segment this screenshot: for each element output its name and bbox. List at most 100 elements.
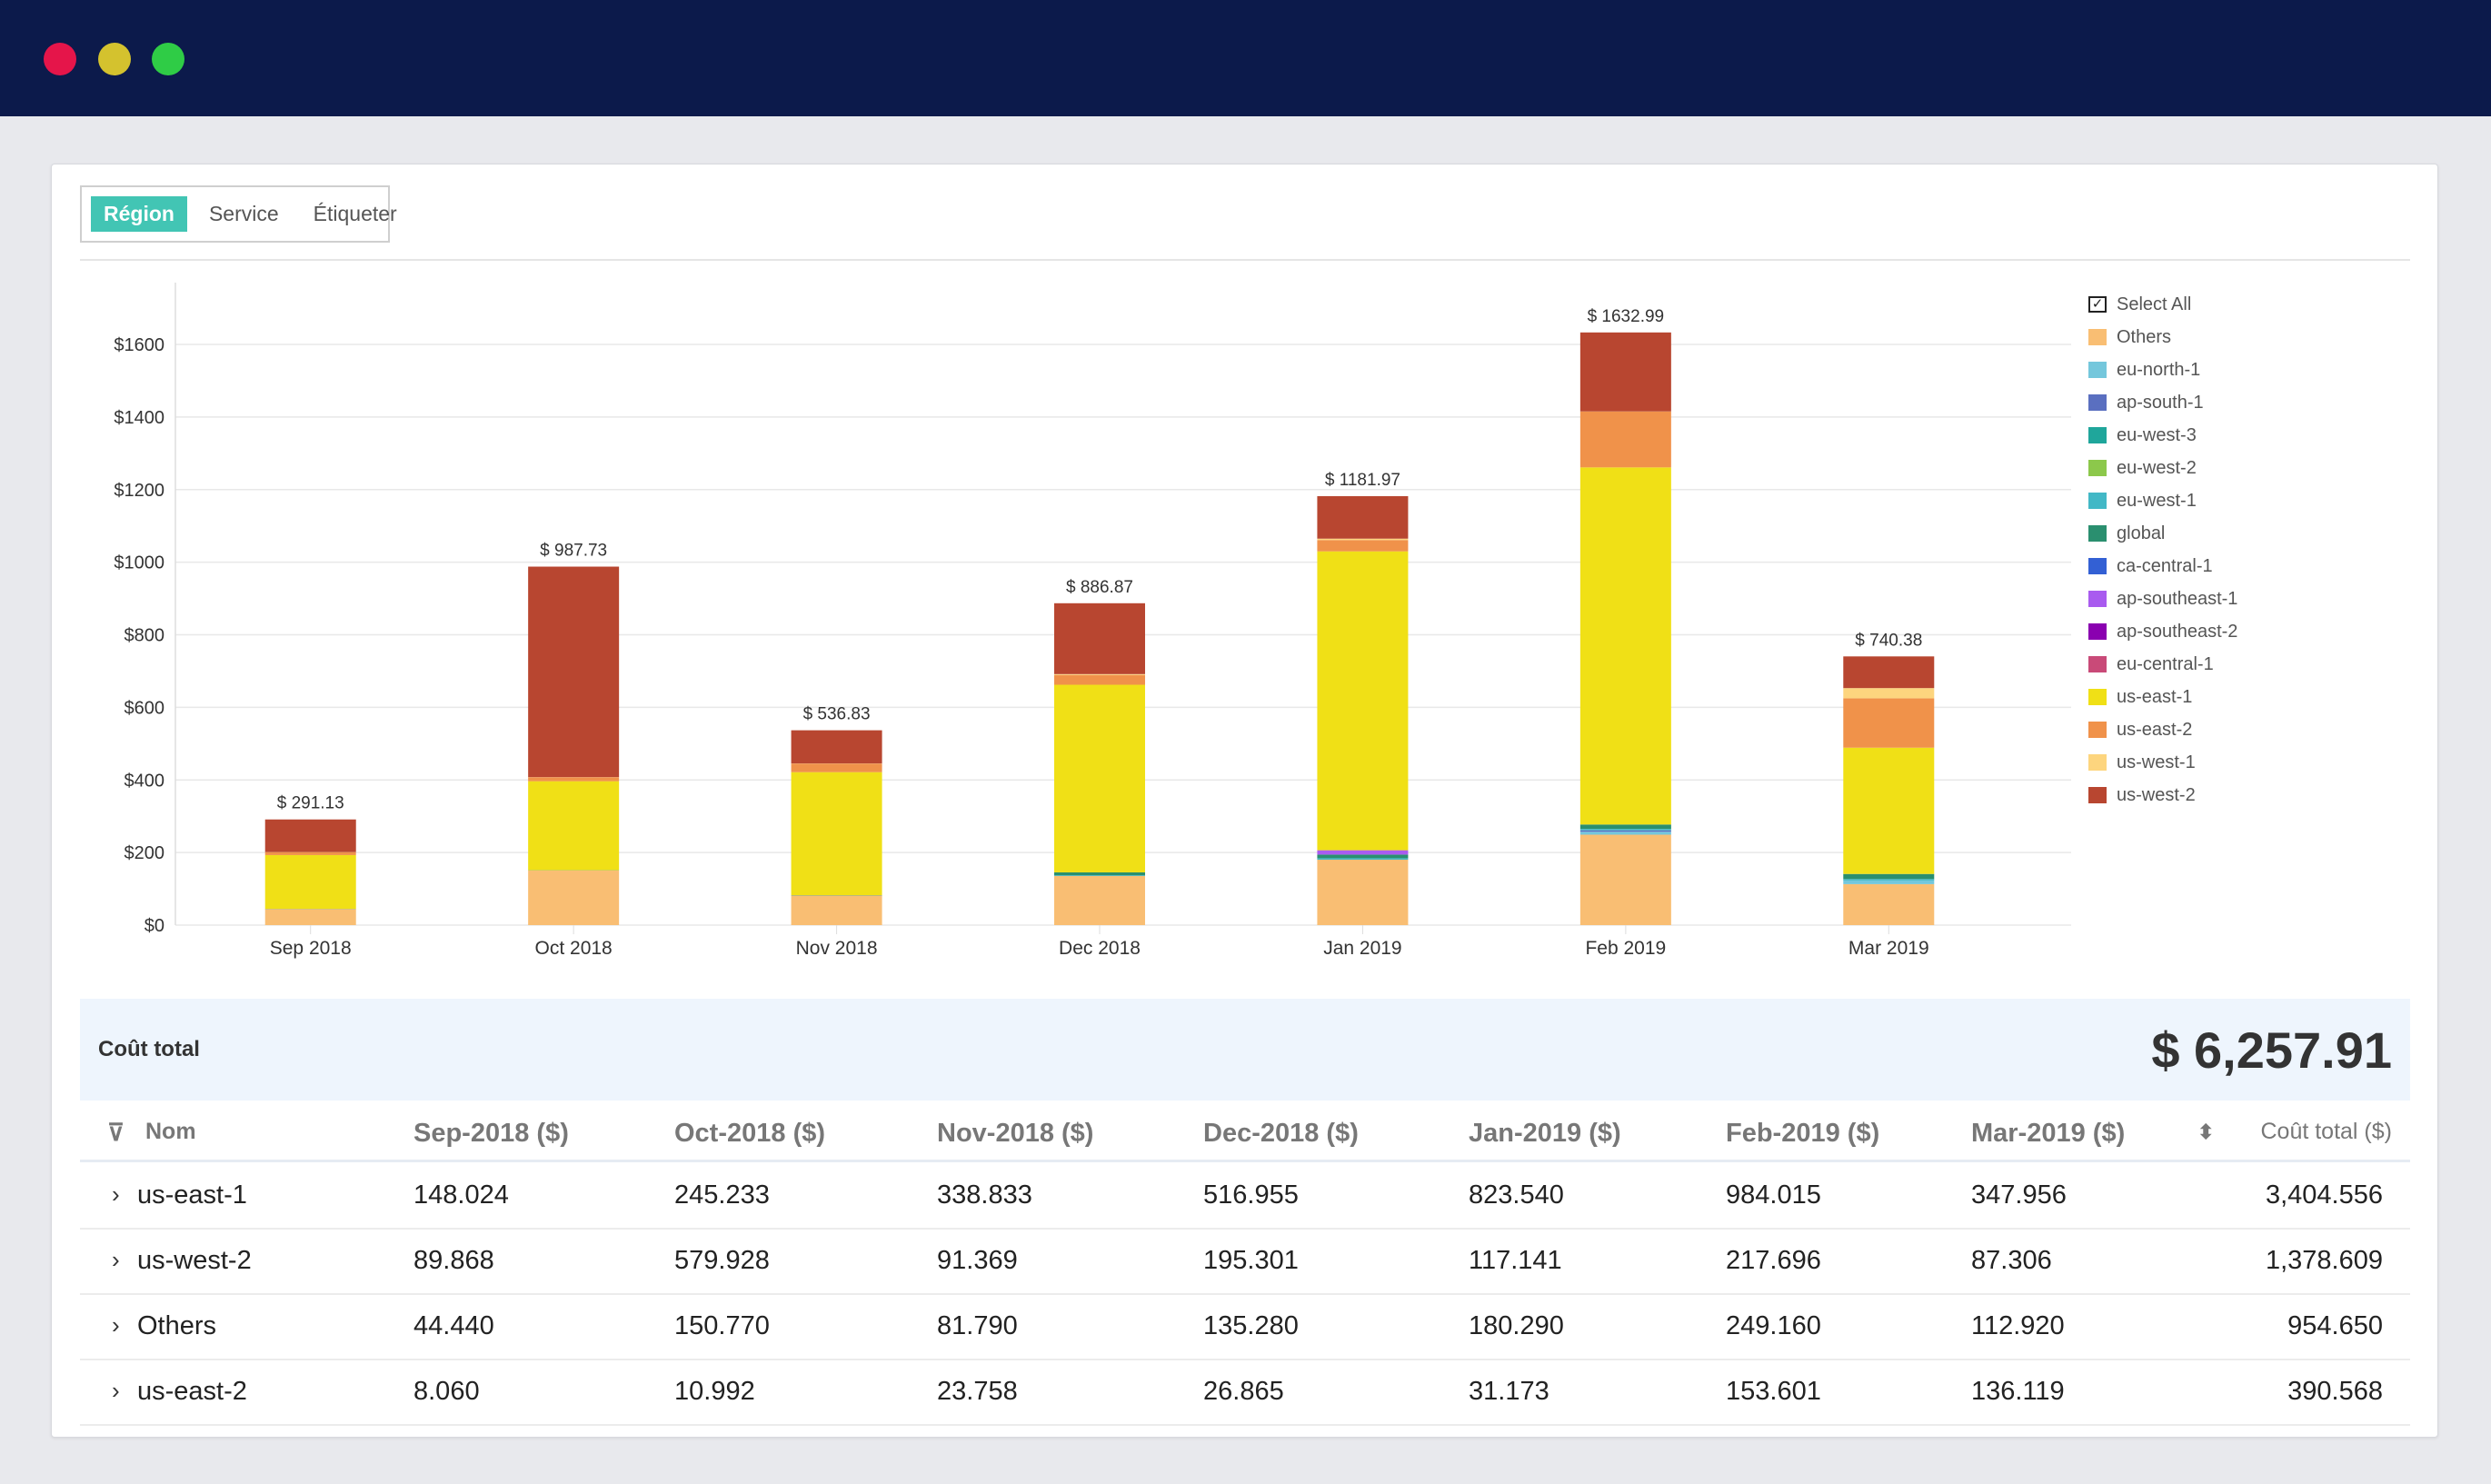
y-tick-label: $0 — [144, 916, 164, 936]
column-header-oct-2018[interactable]: Oct-2018 ($) — [674, 1119, 826, 1148]
cell-total: 3,404.556 — [2265, 1180, 2383, 1210]
legend-label: us-east-2 — [2117, 719, 2193, 740]
bar-segment-Others — [1843, 883, 1935, 925]
tab-service[interactable]: Service — [208, 202, 279, 225]
bar-segment-eu-north-1 — [1843, 880, 1935, 884]
cell-value: 8.060 — [414, 1377, 480, 1406]
legend-item-eu-central-1[interactable]: eu-central-1 — [2088, 648, 2237, 681]
legend-swatch — [2088, 362, 2107, 378]
bar-segment-us-west-2 — [528, 566, 620, 778]
bar-segment-eu-west-1 — [1054, 875, 1145, 876]
legend-item-eu-west-1[interactable]: eu-west-1 — [2088, 484, 2237, 517]
column-header-jan-2019[interactable]: Jan-2019 ($) — [1469, 1119, 1621, 1148]
legend-item-us-east-2[interactable]: us-east-2 — [2088, 713, 2237, 746]
bar-segment-global — [1843, 873, 1935, 880]
legend-item-ca-central-1[interactable]: ca-central-1 — [2088, 550, 2237, 583]
column-header-sep-2018[interactable]: Sep-2018 ($) — [414, 1119, 569, 1148]
checkbox-checked-icon[interactable]: ✓ — [2088, 296, 2107, 313]
group-by-tabs: Région Service Étiqueter — [80, 185, 397, 243]
legend-select-all[interactable]: ✓ Select All — [2088, 288, 2237, 321]
column-header-dec-2018[interactable]: Dec-2018 ($) — [1203, 1119, 1359, 1148]
legend-item-us-west-1[interactable]: us-west-1 — [2088, 746, 2237, 779]
x-tick-label: Oct 2018 — [535, 938, 613, 959]
legend-item-Others[interactable]: Others — [2088, 321, 2237, 354]
cell-value: 823.540 — [1469, 1180, 1564, 1210]
table-row[interactable]: › us-east-2 8.060 10.992 23.758 26.865 31.173 1… — [80, 1360, 2410, 1426]
expand-chevron-icon[interactable]: › — [112, 1311, 120, 1339]
bar-segment-us-west-2 — [1843, 656, 1935, 689]
x-tick-label: Feb 2019 — [1585, 938, 1666, 959]
bar-segment-us-east-2 — [1579, 411, 1671, 468]
legend-swatch — [2088, 787, 2107, 803]
cell-total: 954.650 — [2287, 1311, 2383, 1340]
cell-value: 195.301 — [1203, 1246, 1299, 1275]
bar-segment-us-east-1 — [264, 854, 356, 910]
legend-item-eu-west-2[interactable]: eu-west-2 — [2088, 452, 2237, 484]
table-row[interactable]: › Others 44.440 150.770 81.790 135.280 180.290… — [80, 1295, 2410, 1360]
column-header-feb-2019[interactable]: Feb-2019 ($) — [1726, 1119, 1880, 1148]
legend-label: global — [2117, 523, 2166, 543]
expand-chevron-icon[interactable]: › — [112, 1180, 120, 1208]
column-header-total[interactable]: Coût total ($) — [2260, 1119, 2392, 1144]
divider — [80, 259, 2410, 261]
bar-segment-us-west-2 — [1054, 603, 1145, 674]
legend-label: eu-west-1 — [2117, 490, 2197, 511]
bar-segment-us-east-2 — [1054, 674, 1145, 685]
bar-segment-global — [1317, 854, 1409, 859]
legend-swatch — [2088, 558, 2107, 574]
legend-item-us-west-2[interactable]: us-west-2 — [2088, 779, 2237, 812]
bar-segment-global — [1579, 824, 1671, 830]
cell-value: 516.955 — [1203, 1180, 1299, 1210]
cell-value: 984.015 — [1726, 1180, 1821, 1210]
cell-value: 23.758 — [937, 1377, 1018, 1406]
x-tick-label: Sep 2018 — [270, 938, 352, 959]
legend-item-us-east-1[interactable]: us-east-1 — [2088, 681, 2237, 713]
y-tick-label: $1000 — [114, 553, 164, 573]
legend-swatch — [2088, 656, 2107, 672]
minimize-window-button[interactable] — [98, 43, 131, 75]
cell-value: 245.233 — [674, 1180, 770, 1210]
bar-segment-us-west-1 — [1843, 688, 1935, 699]
cell-value: 347.956 — [1971, 1180, 2067, 1210]
expand-chevron-icon[interactable]: › — [112, 1377, 120, 1404]
total-cost-value: $ 6,257.91 — [2151, 1021, 2392, 1079]
table-row[interactable]: › us-east-1 148.024 245.233 338.833 516.955 82… — [80, 1164, 2410, 1230]
legend-item-eu-north-1[interactable]: eu-north-1 — [2088, 354, 2237, 386]
y-tick-label: $1600 — [114, 335, 164, 355]
table-row[interactable]: › us-west-2 89.868 579.928 91.369 195.301 117.… — [80, 1230, 2410, 1295]
bar-segment-us-west-2 — [791, 730, 882, 764]
tab-etiqueter[interactable]: Étiqueter — [313, 202, 397, 225]
bar-segment-us-east-1 — [791, 772, 882, 896]
legend-label: us-east-1 — [2117, 686, 2193, 707]
x-tick-label: Dec 2018 — [1059, 938, 1141, 959]
tab-region[interactable]: Région — [91, 196, 187, 232]
legend-item-ap-south-1[interactable]: ap-south-1 — [2088, 386, 2237, 419]
legend-swatch — [2088, 591, 2107, 607]
legend-item-eu-west-3[interactable]: eu-west-3 — [2088, 419, 2237, 452]
legend-item-ap-southeast-1[interactable]: ap-southeast-1 — [2088, 583, 2237, 615]
cell-value: 10.992 — [674, 1377, 755, 1406]
legend-item-global[interactable]: global — [2088, 517, 2237, 550]
bar-segment-ap-southeast-1 — [1317, 850, 1409, 855]
filter-icon[interactable]: ⊽ — [107, 1119, 125, 1146]
bar-total-label: $ 1632.99 — [1588, 307, 1665, 326]
expand-chevron-icon[interactable]: › — [112, 1246, 120, 1273]
legend-item-ap-southeast-2[interactable]: ap-southeast-2 — [2088, 615, 2237, 648]
legend-label: ca-central-1 — [2117, 555, 2213, 576]
bar-segment-Others — [1054, 875, 1145, 925]
stacked-bar-chart: $0 $200 $400 $600 $800 $1000 $1200 $1400 $1600 Se… — [114, 283, 2071, 959]
bar-segment-us-west-2 — [1317, 495, 1409, 539]
bar-segment-us-east-2 — [528, 777, 620, 782]
legend-swatch — [2088, 525, 2107, 542]
column-header-nom[interactable]: Nom — [145, 1119, 196, 1144]
title-bar — [0, 0, 2491, 116]
column-header-nov-2018[interactable]: Nov-2018 ($) — [937, 1119, 1094, 1148]
column-header-mar-2019[interactable]: Mar-2019 ($) — [1971, 1119, 2126, 1148]
sort-icon[interactable]: ⬍ — [2197, 1120, 2215, 1143]
bar-segment-ap-south-1 — [1579, 830, 1671, 832]
cell-value: 148.024 — [414, 1180, 509, 1210]
cell-total: 390.568 — [2287, 1377, 2383, 1406]
close-window-button[interactable] — [44, 43, 76, 75]
cell-value: 180.290 — [1469, 1311, 1564, 1340]
maximize-window-button[interactable] — [152, 43, 184, 75]
